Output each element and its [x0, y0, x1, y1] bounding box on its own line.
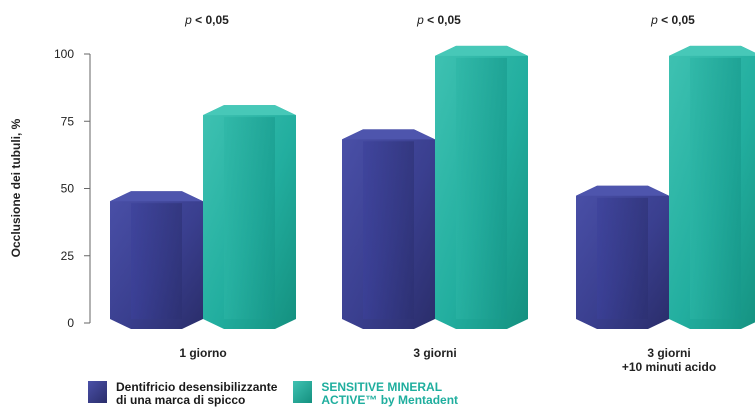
significance-label: p < 0,05: [184, 13, 229, 27]
bar: [669, 45, 755, 329]
bar: [110, 191, 203, 329]
bar: [435, 45, 528, 330]
bars: [110, 45, 755, 330]
significance-labels: p < 0,05 p < 0,05 p < 0,05: [184, 13, 695, 27]
bar: [342, 129, 435, 329]
x-category-label: 3 giorni: [413, 346, 456, 360]
y-tick-label: 0: [67, 316, 74, 330]
y-axis: 0 25 50 75 100: [54, 47, 91, 330]
legend-swatch-series-2: [293, 381, 313, 403]
significance-label: p < 0,05: [416, 13, 461, 27]
y-tick-label: 100: [54, 47, 74, 61]
bar: [576, 185, 669, 329]
y-tick-label: 75: [61, 114, 75, 128]
legend-label-series-1: Dentifricio desensibilizzante di una mar…: [116, 380, 278, 407]
bar: [203, 105, 296, 329]
category-labels: 1 giorno 3 giorni 3 giorni +10 minuti acido: [179, 346, 716, 374]
y-tick-label: 50: [61, 182, 75, 196]
y-tick-label: 25: [61, 249, 75, 263]
legend-label-series-2: SENSITIVE MINERAL ACTIVE™ by Mentadent: [321, 380, 459, 407]
x-category-label: 3 giorni +10 minuti acido: [622, 346, 716, 374]
legend: Dentifricio desensibilizzante di una mar…: [88, 381, 458, 407]
significance-label: p < 0,05: [650, 13, 695, 27]
y-axis-label: Occlusione dei tubuli, %: [9, 118, 23, 257]
legend-item-series-2: SENSITIVE MINERAL ACTIVE™ by Mentadent: [293, 381, 458, 407]
legend-item-series-1: Dentifricio desensibilizzante di una mar…: [88, 381, 277, 407]
legend-swatch-series-1: [88, 381, 107, 403]
x-category-label: 1 giorno: [179, 346, 226, 360]
